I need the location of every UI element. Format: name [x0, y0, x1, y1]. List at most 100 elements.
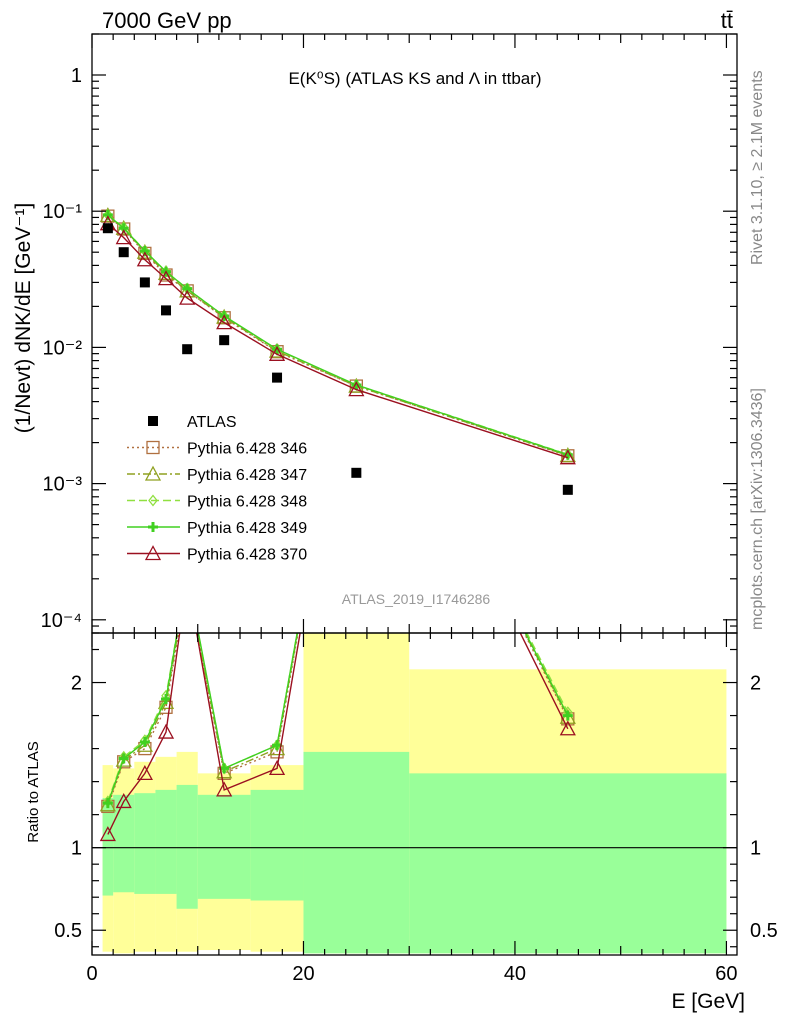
ratio-point-4-2: [136, 764, 153, 781]
legend-marker-3: [148, 494, 158, 507]
y-tick-label-0: 1: [71, 65, 82, 87]
mcplots-label: mcplots.cern.ch [arXiv:1306.3436]: [749, 388, 766, 630]
x-axis-label: E [GeV]: [671, 990, 745, 1013]
x-tick-label-20: 20: [292, 963, 314, 985]
ratio-tick-label-right-0.5: 0.5: [750, 920, 778, 942]
atlas-point-2: [139, 277, 150, 288]
ratio-tick-label-1: 1: [71, 838, 82, 860]
atlas-point-6: [272, 372, 283, 383]
main-series: [99, 207, 576, 495]
ratio-tick-label-2: 2: [71, 673, 82, 695]
series-point-2-2: [140, 244, 150, 258]
ratio-point-4-5: [216, 781, 233, 797]
series-point-3-6: [272, 344, 283, 355]
legend-item-2: Pythia 6.428 347: [127, 465, 307, 484]
ratio-band-inner-3: [155, 789, 177, 894]
y-tick-label-2: 10⁻²: [43, 337, 83, 359]
legend-marker-5: [144, 545, 162, 561]
ratio-point-3-2: [139, 736, 150, 747]
series-point-4-2: [136, 251, 153, 267]
legend-marker-4: [148, 522, 158, 532]
legend-item-5: Pythia 6.428 370: [127, 545, 307, 564]
series-point-4-8: [559, 449, 576, 465]
main-panel-frame: [91, 33, 738, 634]
ratio-point-3-8: [562, 710, 573, 721]
legend-label-5: Pythia 6.428 370: [187, 547, 307, 564]
atlas-point-1: [118, 247, 129, 258]
y-tick-label-3: 10⁻³: [43, 474, 83, 496]
ratio-tick-label-right-2: 2: [750, 673, 761, 695]
ratio-bands: [102, 633, 727, 954]
atlas-point-4: [182, 344, 193, 355]
legend-marker-2: [144, 465, 162, 481]
series-point-3-0: [102, 209, 113, 220]
series-3: [102, 209, 573, 460]
legend-label-3: Pythia 6.428 348: [187, 494, 307, 511]
series-atlas: [102, 223, 573, 495]
ratio-line-0: [107, 633, 569, 807]
series-point-4-7: [348, 381, 365, 397]
series-4: [99, 215, 576, 465]
series-point-4-3: [157, 270, 175, 286]
ratio-line-1: [107, 633, 569, 805]
x-tick-label-0: 0: [86, 963, 97, 985]
series-point-4-4: [179, 289, 196, 305]
ratio-point-4-6: [268, 760, 286, 776]
x-tick-label-40: 40: [504, 963, 526, 985]
chart-title: E(K⁰S) (ATLAS KS and Λ in ttbar): [288, 69, 541, 88]
atlas-point-8: [562, 484, 573, 495]
ratio-point-4-0: [99, 826, 116, 842]
ratio-band-inner-8: [409, 773, 727, 954]
x-tick-label-60: 60: [715, 963, 737, 985]
legend-label-2: Pythia 6.428 347: [187, 467, 307, 484]
header-right: tt̄: [721, 8, 733, 33]
ratio-line-3: [107, 633, 569, 804]
legend-item-4: Pythia 6.428 349: [127, 520, 307, 537]
legend-item-0: ATLAS: [148, 414, 237, 431]
legend-marker-0: [148, 416, 158, 426]
ratio-series-4: [99, 633, 576, 842]
y-axis-label: (1/Nevt) dNK/dE [GeV⁻¹]: [12, 203, 35, 434]
series-point-4-5: [216, 314, 233, 330]
legend: ATLAS Pythia 6.428 346 Pythia 6.428 347 Pyt…: [127, 414, 307, 564]
series-line-1: [107, 214, 569, 457]
ratio-band-inner-6: [250, 789, 304, 901]
analysis-label: ATLAS_2019_I1746286: [342, 591, 491, 607]
ratio-tick-label-right-1: 1: [750, 838, 761, 860]
series-0: [101, 209, 575, 463]
atlas-point-7: [351, 467, 362, 478]
series-2: [103, 208, 573, 461]
series-1: [99, 207, 576, 463]
legend-label-1: Pythia 6.428 346: [187, 441, 307, 458]
legend-marker-1: [146, 440, 160, 455]
ratio-line-4: [107, 633, 569, 835]
series-point-3-2: [139, 246, 150, 257]
atlas-point-3: [161, 305, 172, 316]
atlas-point-0: [102, 223, 113, 234]
ratio-band-inner-5: [197, 794, 251, 899]
series-point-4-6: [268, 345, 286, 361]
ratio-band-inner-2: [134, 793, 156, 894]
ratio-point-4-8: [559, 720, 576, 736]
y-tick-label-1: 10⁻¹: [43, 201, 83, 223]
ratio-tick-label-0.5: 0.5: [54, 920, 82, 942]
ratio-y-label: Ratio to ATLAS: [25, 741, 42, 842]
ratio-band-inner-1: [113, 794, 135, 893]
legend-label-0: ATLAS: [187, 414, 237, 431]
ratio-series: [99, 633, 576, 842]
series-line-4: [107, 223, 569, 459]
legend-label-4: Pythia 6.428 349: [187, 520, 307, 537]
series-point-4-1: [115, 229, 132, 245]
y-tick-label-4: 10⁻⁴: [41, 610, 82, 632]
ratio-band-inner-4: [176, 784, 198, 909]
rivet-label: Rivet 3.1.10, ≥ 2.1M events: [749, 70, 766, 265]
axes: 0 20 40 60 1 10⁻¹ 10⁻² 10⁻³ 10⁻⁴ 0.5 0.5 1 1 2 2: [41, 33, 778, 985]
legend-item-1: Pythia 6.428 346: [127, 441, 307, 458]
ratio-point-4-3: [157, 723, 175, 739]
ratio-point-3-0: [102, 798, 113, 809]
legend-item-3: Pythia 6.428 348: [127, 494, 307, 511]
ratio-band-inner-0: [102, 798, 114, 896]
ratio-series-3: [102, 633, 573, 809]
atlas-point-5: [219, 335, 230, 346]
